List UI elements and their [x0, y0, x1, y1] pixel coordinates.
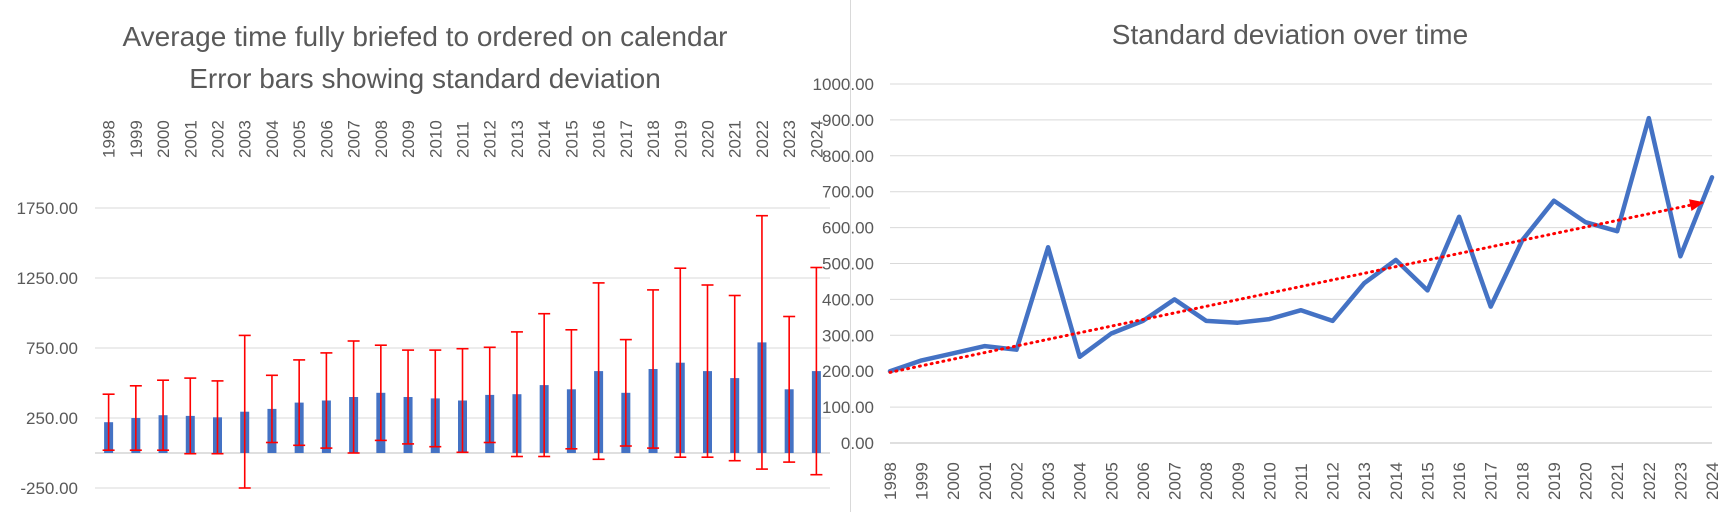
x-tick-label: 1999: [913, 462, 932, 500]
x-tick-label: 2021: [726, 120, 745, 158]
y-tick-label: 400.00: [822, 290, 874, 309]
trendline-arrowhead: [1689, 199, 1704, 212]
x-tick-label: 2011: [1292, 463, 1311, 500]
x-tick-label: 2019: [1545, 462, 1564, 500]
y-tick-label: 0.00: [841, 434, 874, 453]
y-tick-label: 1000.00: [813, 75, 874, 94]
x-tick-label: 2024: [807, 120, 826, 158]
y-tick-label: 750.00: [26, 339, 78, 358]
x-tick-label: 2005: [290, 120, 309, 158]
trendline: [888, 200, 1706, 374]
x-tick-label: 2004: [1071, 462, 1090, 500]
left-bar-chart: 1750.00 1250.00 750.00 250.00 -250.00 1998 199…: [17, 120, 830, 498]
x-tick-label: 2022: [753, 120, 772, 158]
x-tick-label: 2018: [1513, 462, 1532, 500]
x-tick-label: 2006: [317, 120, 336, 158]
x-tick-label: 2013: [1355, 462, 1374, 500]
x-tick-label: 2008: [1197, 462, 1216, 500]
x-tick-label: 2005: [1102, 462, 1121, 500]
x-tick-label: 2015: [562, 120, 581, 158]
panel-divider: [850, 0, 851, 512]
x-tick-label: 2013: [508, 120, 527, 158]
x-tick-label: 2009: [399, 120, 418, 158]
left-chart-panel: Average time fully briefed to ordered on…: [0, 0, 850, 512]
y-tick-label: 250.00: [26, 409, 78, 428]
x-tick-label: 1999: [127, 120, 146, 158]
x-tick-label: 2000: [944, 462, 963, 500]
y-tick-label: 800.00: [822, 147, 874, 166]
x-tick-label: 2006: [1134, 462, 1153, 500]
x-tick-label: 2001: [181, 120, 200, 158]
x-tick-label: 2024: [1703, 462, 1722, 500]
x-tick-label: 2007: [345, 120, 364, 158]
y-tick-label: 900.00: [822, 111, 874, 130]
x-tick-label: 2020: [1577, 462, 1596, 500]
right-chart-title: Standard deviation over time: [1111, 19, 1469, 50]
y-tick-label: 1250.00: [17, 269, 78, 288]
x-tick-label: 2022: [1640, 462, 1659, 500]
y-tick-label: 700.00: [822, 183, 874, 202]
x-tick-label: 1998: [881, 462, 900, 500]
x-tick-label: 2007: [1166, 462, 1185, 500]
x-tick-label: 1998: [100, 120, 119, 158]
x-tick-label: 2015: [1418, 462, 1437, 500]
y-tick-label: 100.00: [822, 398, 874, 417]
x-tick-label: 2016: [590, 120, 609, 158]
x-tick-label: 2004: [263, 120, 282, 158]
left-chart-subtitle: Error bars showing standard deviation: [189, 63, 661, 94]
y-tick-label: 300.00: [822, 326, 874, 345]
x-tick-label: 2003: [236, 120, 255, 158]
x-tick-label: 2003: [1039, 462, 1058, 500]
left-chart-title-block: Average time fully briefed to ordered on…: [0, 16, 850, 100]
x-tick-label: 2017: [1482, 462, 1501, 500]
x-tick-label: 2023: [780, 120, 799, 158]
x-tick-label: 2018: [644, 120, 663, 158]
x-tick-label: 2008: [372, 120, 391, 158]
x-tick-label: 2019: [671, 120, 690, 158]
x-tick-label: 2011: [454, 121, 473, 158]
x-tick-label: 2021: [1608, 462, 1627, 500]
y-tick-label: -250.00: [20, 479, 78, 498]
x-tick-label: 2012: [1324, 462, 1343, 500]
right-chart-panel: Standard deviation over time 1000.00 900.…: [813, 0, 1728, 512]
y-tick-label: 1750.00: [17, 199, 78, 218]
y-tick-label: 500.00: [822, 255, 874, 274]
x-tick-label: 2009: [1229, 462, 1248, 500]
x-tick-label: 2012: [481, 120, 500, 158]
series-line: [887, 115, 1715, 374]
x-tick-label: 2014: [1387, 462, 1406, 500]
x-tick-label: 2010: [426, 120, 445, 158]
y-tick-label: 600.00: [822, 219, 874, 238]
x-tick-label: 2001: [976, 462, 995, 500]
x-tick-label: 2017: [617, 120, 636, 158]
x-tick-label: 2002: [209, 120, 228, 158]
right-line-chart: 1000.00 900.00 800.00 700.00 600.00 500.00 400…: [813, 75, 1722, 500]
left-chart-title: Average time fully briefed to ordered on…: [122, 21, 728, 52]
x-tick-label: 2014: [535, 120, 554, 158]
x-tick-label: 2010: [1260, 462, 1279, 500]
x-tick-label: 2016: [1450, 462, 1469, 500]
x-tick-label: 2002: [1007, 462, 1026, 500]
x-tick-label: 2020: [699, 120, 718, 158]
x-tick-label: 2000: [154, 120, 173, 158]
y-tick-label: 200.00: [822, 362, 874, 381]
x-tick-label: 2023: [1671, 462, 1690, 500]
